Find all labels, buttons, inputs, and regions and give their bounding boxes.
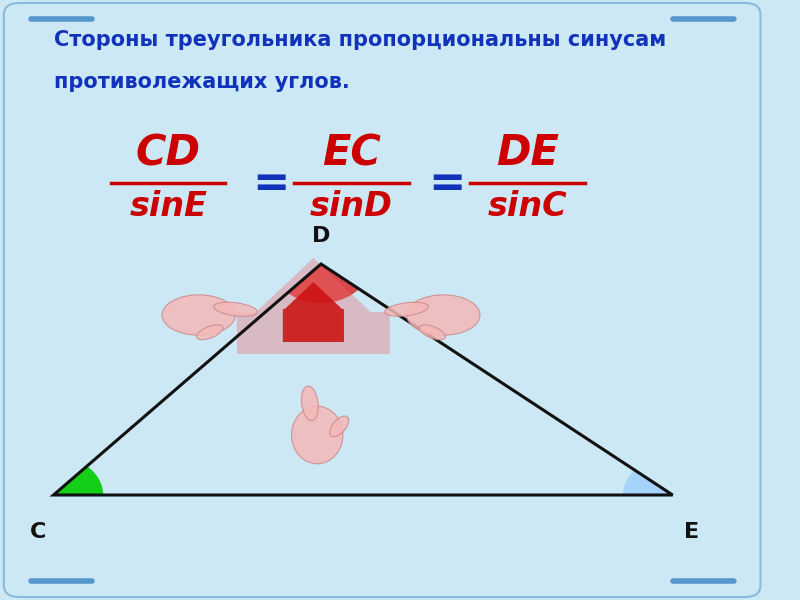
Ellipse shape (406, 295, 480, 335)
Ellipse shape (197, 325, 223, 340)
Ellipse shape (330, 416, 349, 437)
Polygon shape (237, 258, 390, 354)
Text: EC: EC (322, 132, 381, 174)
Ellipse shape (419, 325, 446, 340)
Text: Стороны треугольника пропорциональны синусам: Стороны треугольника пропорциональны син… (54, 30, 666, 50)
Text: противолежащих углов.: противолежащих углов. (54, 72, 350, 92)
Ellipse shape (291, 406, 343, 464)
Polygon shape (283, 282, 344, 342)
Wedge shape (288, 264, 359, 303)
Ellipse shape (302, 386, 318, 421)
Wedge shape (54, 466, 103, 495)
Text: sinE: sinE (130, 191, 207, 223)
Ellipse shape (385, 302, 428, 316)
Ellipse shape (214, 302, 257, 316)
Text: D: D (312, 226, 330, 246)
Text: =: = (253, 161, 290, 205)
Text: E: E (684, 522, 699, 542)
Text: CD: CD (136, 132, 201, 174)
Text: sinD: sinD (310, 191, 393, 223)
Text: sinC: sinC (487, 191, 567, 223)
Text: DE: DE (496, 132, 559, 174)
Ellipse shape (162, 295, 235, 335)
FancyBboxPatch shape (0, 0, 772, 600)
Wedge shape (623, 470, 673, 495)
Text: =: = (429, 161, 466, 205)
Text: C: C (30, 522, 46, 542)
